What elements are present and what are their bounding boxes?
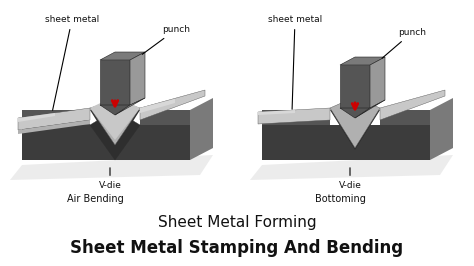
Polygon shape xyxy=(140,99,175,113)
Polygon shape xyxy=(100,60,130,105)
Polygon shape xyxy=(90,98,140,150)
Polygon shape xyxy=(190,98,213,110)
Polygon shape xyxy=(18,108,90,130)
Polygon shape xyxy=(258,110,295,115)
Polygon shape xyxy=(258,108,330,124)
Polygon shape xyxy=(115,98,145,115)
Polygon shape xyxy=(340,108,370,118)
Polygon shape xyxy=(140,110,190,125)
Polygon shape xyxy=(90,100,140,145)
Polygon shape xyxy=(140,90,205,120)
Polygon shape xyxy=(370,57,385,108)
Polygon shape xyxy=(100,52,145,60)
Text: punch: punch xyxy=(382,28,426,58)
Text: Sheet Metal Forming: Sheet Metal Forming xyxy=(158,214,316,230)
Polygon shape xyxy=(90,96,140,140)
Text: sheet metal: sheet metal xyxy=(45,15,99,110)
Polygon shape xyxy=(22,110,90,125)
Polygon shape xyxy=(430,98,453,160)
Polygon shape xyxy=(380,110,430,125)
Polygon shape xyxy=(22,125,190,160)
Text: V-die: V-die xyxy=(99,168,121,190)
Text: Bottoming: Bottoming xyxy=(315,194,365,204)
Text: V-die: V-die xyxy=(338,168,362,190)
Polygon shape xyxy=(250,155,453,180)
Polygon shape xyxy=(18,113,55,122)
Polygon shape xyxy=(262,110,330,125)
Text: punch: punch xyxy=(142,25,190,54)
Polygon shape xyxy=(130,52,145,105)
Text: Sheet Metal Stamping And Bending: Sheet Metal Stamping And Bending xyxy=(71,239,403,257)
Polygon shape xyxy=(380,90,445,120)
Polygon shape xyxy=(10,155,213,180)
Polygon shape xyxy=(262,125,430,160)
Polygon shape xyxy=(330,97,380,148)
Polygon shape xyxy=(100,105,130,115)
Polygon shape xyxy=(190,98,213,160)
Polygon shape xyxy=(340,57,385,65)
Polygon shape xyxy=(340,65,370,108)
Polygon shape xyxy=(18,120,90,134)
Polygon shape xyxy=(330,98,380,150)
Text: sheet metal: sheet metal xyxy=(268,15,322,109)
Text: Air Bending: Air Bending xyxy=(67,194,123,204)
Polygon shape xyxy=(90,110,140,160)
Polygon shape xyxy=(355,100,385,118)
Polygon shape xyxy=(90,125,115,155)
